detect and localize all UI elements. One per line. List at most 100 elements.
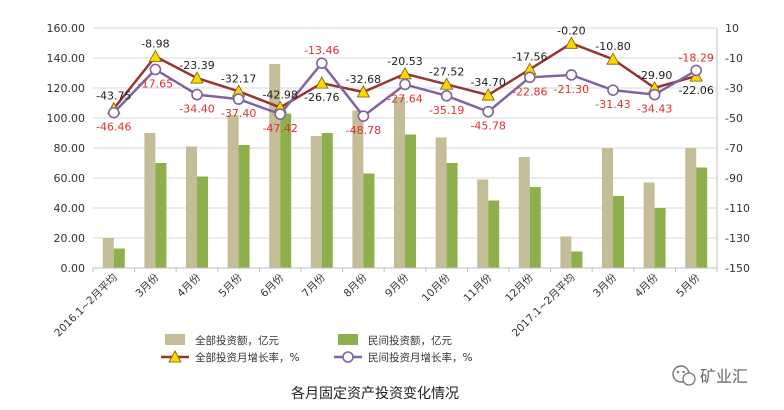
x-category-label: 8月份 bbox=[341, 271, 369, 299]
series-marker bbox=[315, 57, 328, 69]
data-labels: -43.75 -8.98 -23.39 -32.17 -42.98 -26.76 -32.6… bbox=[96, 24, 714, 137]
bar bbox=[613, 196, 624, 268]
bar bbox=[238, 145, 250, 268]
right-axis-tick-label: -90 bbox=[725, 172, 743, 185]
bar bbox=[280, 113, 292, 268]
bar bbox=[602, 148, 613, 268]
series-marker bbox=[398, 66, 412, 80]
x-category-label: 4月份 bbox=[175, 271, 203, 299]
data-label: -37.40 bbox=[221, 107, 256, 120]
watermark-text: 矿业汇 bbox=[700, 367, 748, 386]
series-marker bbox=[439, 77, 454, 90]
bar bbox=[696, 167, 708, 268]
data-label: -48.78 bbox=[346, 124, 381, 137]
series-marker bbox=[191, 88, 203, 101]
series-lines bbox=[107, 36, 703, 122]
watermark: 矿业汇 bbox=[672, 365, 748, 386]
x-category-label: 5月份 bbox=[674, 271, 702, 299]
series-marker bbox=[108, 106, 120, 119]
bar bbox=[571, 251, 583, 268]
bar bbox=[321, 133, 333, 268]
series-marker bbox=[356, 85, 371, 98]
bar bbox=[197, 176, 208, 268]
x-category-label: 2016.1~2月平均 bbox=[52, 272, 120, 340]
bar bbox=[269, 64, 281, 268]
data-label: -47.42 bbox=[262, 122, 297, 135]
series-marker bbox=[607, 84, 619, 96]
data-label: -46.46 bbox=[96, 121, 131, 134]
data-label: -34.70 bbox=[470, 76, 505, 89]
series-marker bbox=[648, 88, 661, 101]
data-label: -27.52 bbox=[429, 65, 464, 78]
legend-label: 全部投资额，亿元 bbox=[195, 334, 279, 347]
data-label: -34.43 bbox=[637, 103, 672, 116]
x-category-label: 6月份 bbox=[258, 271, 286, 299]
right-axis-tick-label: -30 bbox=[725, 82, 743, 95]
bar bbox=[405, 134, 416, 268]
x-category-label: 9月份 bbox=[383, 271, 411, 299]
legend-marker bbox=[168, 350, 182, 363]
data-label: -26.76 bbox=[304, 91, 339, 104]
left-axis-tick-label: 120.00 bbox=[47, 82, 86, 95]
bar bbox=[186, 146, 197, 268]
bar bbox=[310, 136, 322, 268]
right-axis-tick-label: -110 bbox=[725, 202, 750, 215]
data-label: -13.46 bbox=[304, 44, 339, 57]
bar bbox=[352, 110, 364, 268]
data-label: -34.40 bbox=[179, 103, 214, 116]
bar bbox=[560, 236, 572, 268]
bars bbox=[102, 64, 708, 268]
data-label: -22.86 bbox=[512, 85, 547, 98]
bar bbox=[488, 200, 500, 268]
data-label: -32.17 bbox=[221, 72, 256, 85]
bar bbox=[155, 163, 167, 268]
x-category-label: 7月份 bbox=[300, 271, 328, 299]
left-axis-tick-label: 0.00 bbox=[61, 262, 86, 275]
wechat-icon bbox=[672, 365, 696, 386]
data-label: -31.43 bbox=[595, 98, 630, 111]
data-label: -32.68 bbox=[346, 73, 381, 86]
series-marker bbox=[440, 89, 453, 102]
left-axis-tick-label: 160.00 bbox=[47, 22, 86, 35]
bar bbox=[102, 238, 114, 268]
data-label: -45.78 bbox=[470, 120, 505, 133]
right-axis-tick-label: -50 bbox=[725, 112, 743, 125]
data-label: -17.56 bbox=[512, 50, 547, 63]
left-axis-tick-label: 100.00 bbox=[47, 112, 86, 125]
left-axis-tick-label: 60.00 bbox=[54, 172, 86, 185]
bar bbox=[113, 248, 125, 268]
data-label: -8.98 bbox=[141, 37, 169, 50]
data-label: -42.98 bbox=[262, 88, 297, 101]
data-label: -23.39 bbox=[179, 59, 214, 72]
bar bbox=[477, 179, 489, 268]
left-axis-tick-label: 140.00 bbox=[47, 52, 86, 65]
x-category-label: 3月份 bbox=[133, 271, 161, 299]
bar bbox=[363, 173, 375, 268]
bar bbox=[685, 148, 697, 268]
right-axis-tick-label: -10 bbox=[725, 52, 743, 65]
series-marker bbox=[232, 93, 245, 105]
x-category-label: 11月份 bbox=[462, 271, 495, 304]
legend-label: 全部投资月增长率，% bbox=[195, 351, 299, 364]
bar bbox=[435, 137, 447, 268]
data-label: -22.06 bbox=[678, 84, 713, 97]
legend-label: 民间投资月增长率，% bbox=[368, 351, 472, 364]
series-marker bbox=[148, 49, 163, 62]
data-label: -35.19 bbox=[429, 104, 464, 117]
bar bbox=[446, 163, 458, 268]
series-marker bbox=[149, 63, 162, 76]
legend-marker bbox=[342, 351, 354, 363]
series-marker bbox=[482, 105, 495, 118]
left-axis-tick-label: 40.00 bbox=[54, 202, 86, 215]
data-label: -29.90 bbox=[637, 69, 672, 82]
series-marker bbox=[523, 71, 536, 84]
data-label: -20.53 bbox=[387, 55, 422, 68]
series-marker bbox=[357, 110, 370, 122]
x-category-label: 10月份 bbox=[420, 271, 453, 304]
data-label: -0.20 bbox=[557, 24, 585, 37]
bar bbox=[654, 208, 666, 268]
bar bbox=[144, 133, 156, 268]
right-axis-tick-label: -70 bbox=[725, 142, 743, 155]
